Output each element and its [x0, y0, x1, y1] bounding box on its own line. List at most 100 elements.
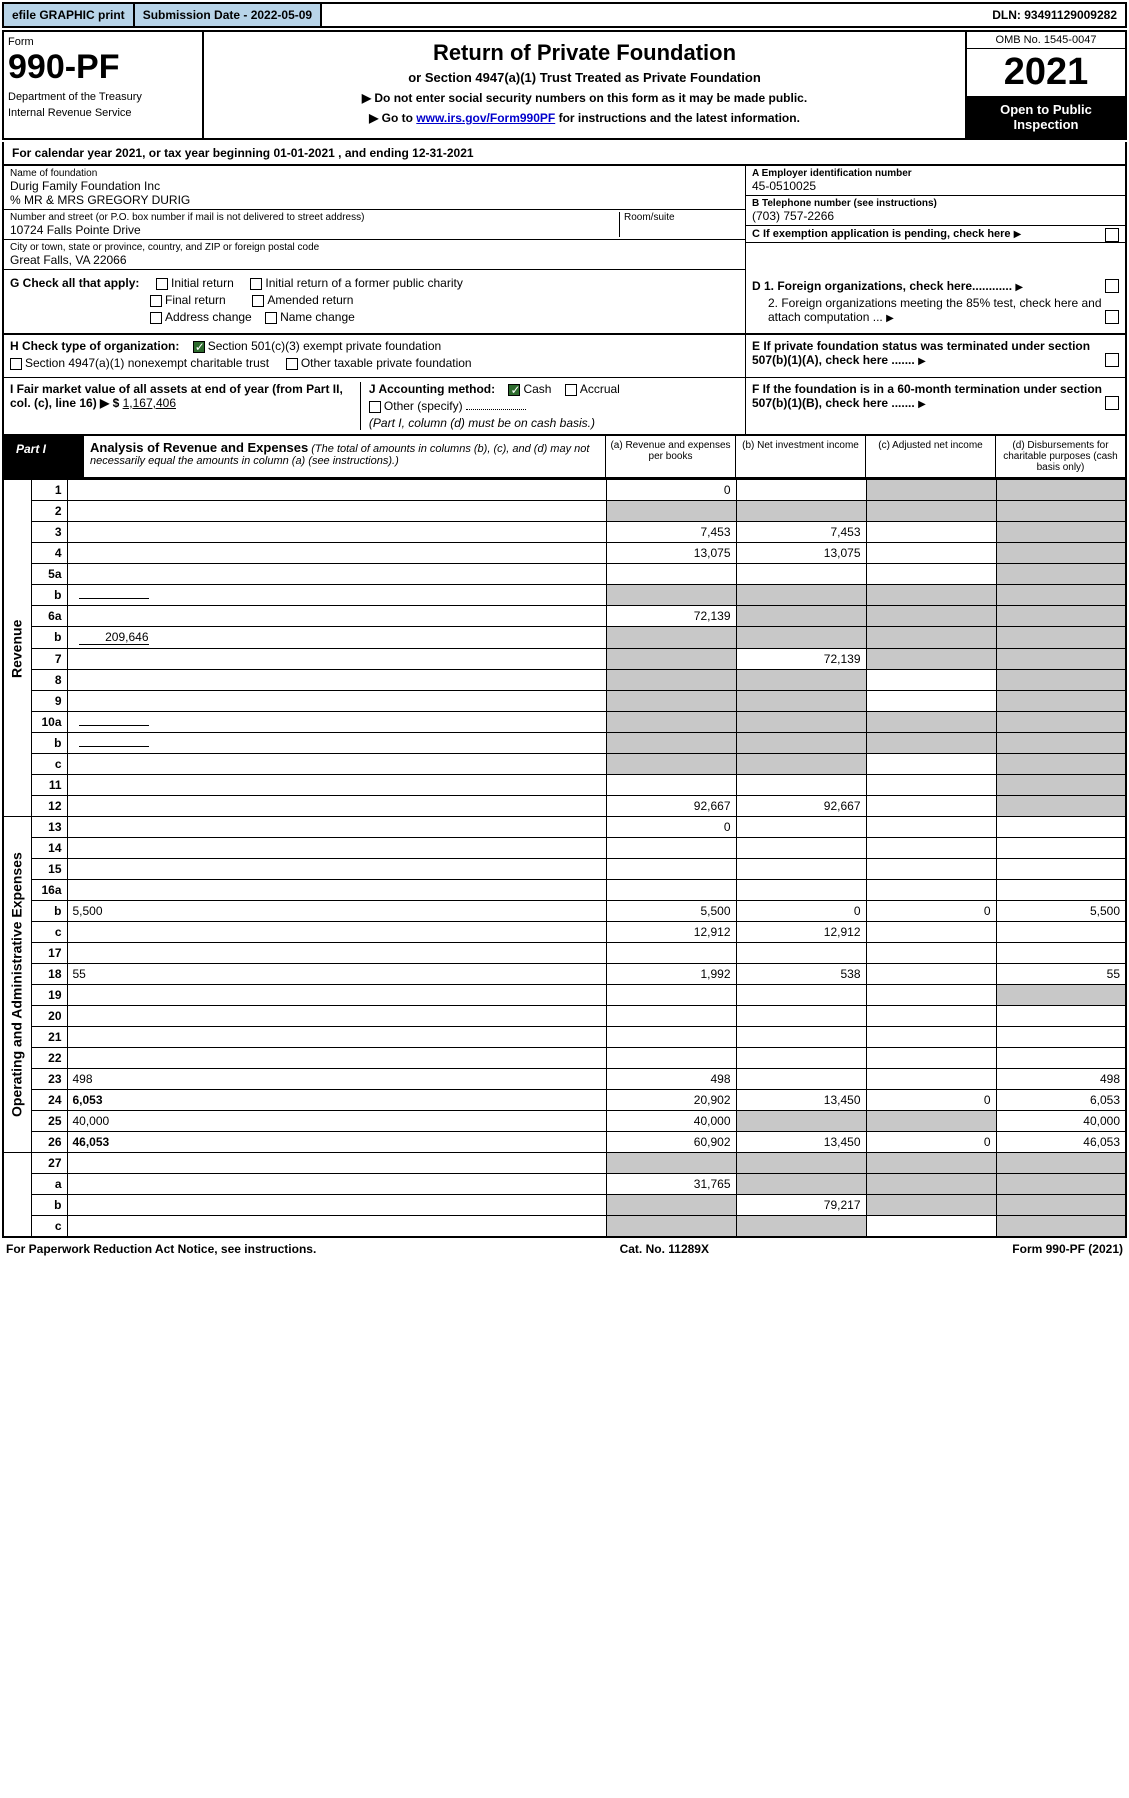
d1-label: D 1. Foreign organizations, check here..… — [752, 279, 1012, 293]
table-row: 14 — [3, 838, 1126, 859]
row-number: 5a — [31, 564, 67, 585]
f-checkbox[interactable] — [1105, 396, 1119, 410]
value-col-c — [866, 985, 996, 1006]
value-col-b — [736, 1111, 866, 1132]
accrual-checkbox[interactable] — [565, 384, 577, 396]
row-description: 5,500 — [67, 901, 606, 922]
row-number: b — [31, 1195, 67, 1216]
footer-left: For Paperwork Reduction Act Notice, see … — [6, 1242, 316, 1256]
cash-checkbox[interactable] — [508, 384, 520, 396]
row-description: 55 — [67, 964, 606, 985]
c-checkbox[interactable] — [1105, 228, 1119, 242]
value-col-b — [736, 817, 866, 838]
value-col-a — [606, 649, 736, 670]
amended-return-checkbox[interactable] — [252, 295, 264, 307]
table-row: 413,07513,075 — [3, 543, 1126, 564]
table-row: b — [3, 585, 1126, 606]
other-method-checkbox[interactable] — [369, 401, 381, 413]
row-number: 13 — [31, 817, 67, 838]
value-col-c — [866, 1111, 996, 1132]
ein-value: 45-0510025 — [752, 179, 1119, 193]
final-return-checkbox[interactable] — [150, 295, 162, 307]
value-col-a — [606, 775, 736, 796]
d2-checkbox[interactable] — [1105, 310, 1119, 324]
value-col-c — [866, 522, 996, 543]
row-description — [67, 796, 606, 817]
header-right: OMB No. 1545-0047 2021 Open to Public In… — [965, 32, 1125, 138]
part1-header: Part I Analysis of Revenue and Expenses … — [2, 436, 1127, 479]
value-col-b — [736, 712, 866, 733]
value-col-a — [606, 501, 736, 522]
cash-label: Cash — [523, 382, 551, 396]
501c3-checkbox[interactable] — [193, 341, 205, 353]
table-row: b79,217 — [3, 1195, 1126, 1216]
arrow-icon — [1014, 228, 1022, 240]
row-description — [67, 606, 606, 627]
table-row: 21 — [3, 1027, 1126, 1048]
row-number: 1 — [31, 480, 67, 501]
value-col-c — [866, 564, 996, 585]
form-label: Form — [8, 36, 198, 48]
f-label: F If the foundation is in a 60-month ter… — [752, 382, 1102, 410]
address-change-checkbox[interactable] — [150, 312, 162, 324]
value-col-c — [866, 585, 996, 606]
address-change-label: Address change — [165, 310, 252, 324]
value-col-a — [606, 712, 736, 733]
value-col-b — [736, 1048, 866, 1069]
d1-checkbox[interactable] — [1105, 279, 1119, 293]
initial-former-checkbox[interactable] — [250, 278, 262, 290]
table-row: 20 — [3, 1006, 1126, 1027]
value-col-d — [996, 1006, 1126, 1027]
value-col-a: 498 — [606, 1069, 736, 1090]
efile-graphic-button[interactable]: efile GRAPHIC print — [4, 4, 135, 26]
value-col-c — [866, 670, 996, 691]
value-col-b — [736, 1006, 866, 1027]
row-number: 16a — [31, 880, 67, 901]
row-number: 6a — [31, 606, 67, 627]
value-col-c — [866, 606, 996, 627]
value-col-d — [996, 838, 1126, 859]
value-col-c — [866, 1195, 996, 1216]
table-row: b209,646 — [3, 627, 1126, 649]
value-col-c: 0 — [866, 1132, 996, 1153]
identity-block: Name of foundation Durig Family Foundati… — [2, 166, 1127, 270]
value-col-d: 6,053 — [996, 1090, 1126, 1111]
value-col-c — [866, 733, 996, 754]
row-description — [67, 670, 606, 691]
col-b-header: (b) Net investment income — [735, 436, 865, 477]
footer-mid: Cat. No. 11289X — [620, 1242, 709, 1256]
value-col-a — [606, 670, 736, 691]
table-row: 8 — [3, 670, 1126, 691]
value-col-c: 0 — [866, 901, 996, 922]
e-checkbox[interactable] — [1105, 353, 1119, 367]
i-block: I Fair market value of all assets at end… — [10, 382, 360, 430]
d2-label: 2. Foreign organizations meeting the 85%… — [768, 296, 1102, 324]
value-col-b — [736, 775, 866, 796]
value-col-c — [866, 1027, 996, 1048]
table-row: 10a — [3, 712, 1126, 733]
value-col-a — [606, 754, 736, 775]
other-taxable-checkbox[interactable] — [286, 358, 298, 370]
value-col-a: 0 — [606, 817, 736, 838]
table-row: 19 — [3, 985, 1126, 1006]
4947-trust-checkbox[interactable] — [10, 358, 22, 370]
value-col-b — [736, 1069, 866, 1090]
value-col-b — [736, 733, 866, 754]
ein-cell: A Employer identification number 45-0510… — [746, 166, 1125, 196]
name-change-checkbox[interactable] — [265, 312, 277, 324]
initial-return-checkbox[interactable] — [156, 278, 168, 290]
value-col-b: 7,453 — [736, 522, 866, 543]
value-col-b — [736, 480, 866, 501]
value-col-c: 0 — [866, 1090, 996, 1111]
501c3-label: Section 501(c)(3) exempt private foundat… — [208, 339, 441, 353]
table-row: c — [3, 754, 1126, 775]
irs-link[interactable]: www.irs.gov/Form990PF — [416, 111, 555, 125]
amended-return-label: Amended return — [267, 293, 353, 307]
row-number: 23 — [31, 1069, 67, 1090]
table-row: 18551,99253855 — [3, 964, 1126, 985]
g-label: G Check all that apply: — [10, 276, 139, 290]
value-col-d: 5,500 — [996, 901, 1126, 922]
row-number: 22 — [31, 1048, 67, 1069]
row-description — [67, 649, 606, 670]
g-d-section: G Check all that apply: Initial return I… — [2, 270, 1127, 335]
